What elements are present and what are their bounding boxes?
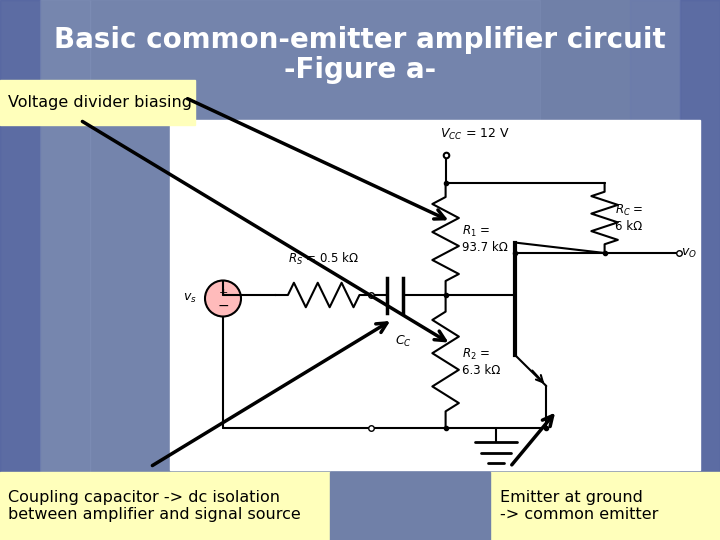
Text: $v_s$: $v_s$	[183, 292, 197, 305]
Bar	[40, 0, 90, 540]
Text: $R_1$ =
93.7 kΩ: $R_1$ = 93.7 kΩ	[462, 224, 508, 254]
Text: $R_C$ =
6 kΩ: $R_C$ = 6 kΩ	[615, 203, 644, 233]
Text: $C_C$: $C_C$	[395, 334, 412, 349]
Bar	[170, 120, 700, 470]
Bar	[630, 0, 680, 540]
Bar	[0, 472, 330, 540]
Text: Emitter at ground
-> common emitter: Emitter at ground -> common emitter	[500, 490, 658, 522]
Circle shape	[205, 280, 241, 316]
Bar	[490, 472, 720, 540]
Bar	[90, 0, 540, 540]
Text: Basic common-emitter amplifier circuit: Basic common-emitter amplifier circuit	[54, 26, 666, 54]
Text: +: +	[218, 288, 228, 299]
Text: Voltage divider biasing: Voltage divider biasing	[8, 95, 192, 110]
Bar	[0, 0, 40, 540]
Bar	[330, 472, 490, 540]
Text: $V_{CC}$ = 12 V: $V_{CC}$ = 12 V	[441, 126, 510, 141]
Text: Coupling capacitor -> dc isolation
between amplifier and signal source: Coupling capacitor -> dc isolation betwe…	[8, 490, 301, 522]
Text: −: −	[217, 299, 229, 313]
Text: $R_2$ =
6.3 kΩ: $R_2$ = 6.3 kΩ	[462, 347, 500, 376]
Bar	[0, 80, 195, 125]
Text: -Figure a-: -Figure a-	[284, 56, 436, 84]
Bar	[680, 0, 720, 540]
Text: $v_O$: $v_O$	[681, 246, 698, 260]
Text: $R_S$ = 0.5 k$\Omega$: $R_S$ = 0.5 k$\Omega$	[288, 251, 359, 267]
